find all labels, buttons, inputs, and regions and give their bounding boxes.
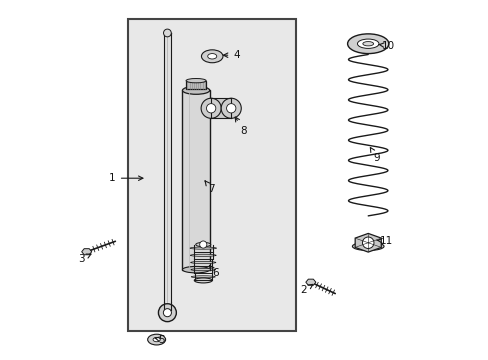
Text: 7: 7	[204, 181, 214, 194]
Bar	[211, 98, 231, 118]
Circle shape	[199, 241, 206, 248]
Text: 2: 2	[300, 284, 312, 296]
Bar	[182, 90, 209, 270]
Ellipse shape	[207, 54, 216, 59]
Ellipse shape	[194, 278, 212, 283]
Text: 1: 1	[109, 173, 142, 183]
Circle shape	[163, 29, 171, 37]
Ellipse shape	[190, 261, 216, 264]
Ellipse shape	[182, 266, 209, 273]
Circle shape	[201, 98, 221, 118]
Bar	[164, 33, 170, 302]
Circle shape	[158, 304, 176, 321]
Polygon shape	[305, 279, 315, 285]
Circle shape	[206, 104, 215, 113]
Circle shape	[163, 309, 171, 317]
Text: 10: 10	[378, 41, 394, 50]
Ellipse shape	[190, 269, 215, 271]
Text: 11: 11	[376, 236, 392, 246]
Ellipse shape	[357, 39, 378, 48]
Ellipse shape	[347, 34, 388, 54]
Ellipse shape	[191, 276, 215, 278]
Text: 8: 8	[235, 117, 246, 135]
Text: 9: 9	[369, 148, 380, 163]
Ellipse shape	[195, 242, 210, 247]
Polygon shape	[81, 249, 92, 255]
Bar	[185, 81, 206, 89]
Ellipse shape	[147, 334, 165, 345]
Circle shape	[226, 104, 235, 113]
Ellipse shape	[182, 86, 209, 94]
Circle shape	[362, 237, 373, 248]
Text: 5: 5	[155, 334, 164, 345]
Text: 6: 6	[209, 266, 219, 278]
Ellipse shape	[352, 242, 383, 251]
Ellipse shape	[201, 50, 223, 63]
Ellipse shape	[153, 337, 160, 342]
Text: 3: 3	[78, 254, 91, 264]
Polygon shape	[354, 233, 381, 252]
Ellipse shape	[190, 254, 216, 256]
Ellipse shape	[190, 247, 216, 249]
Text: 4: 4	[223, 50, 240, 60]
Bar	[128, 19, 296, 330]
Ellipse shape	[185, 78, 206, 83]
Ellipse shape	[362, 41, 373, 46]
Circle shape	[221, 98, 241, 118]
